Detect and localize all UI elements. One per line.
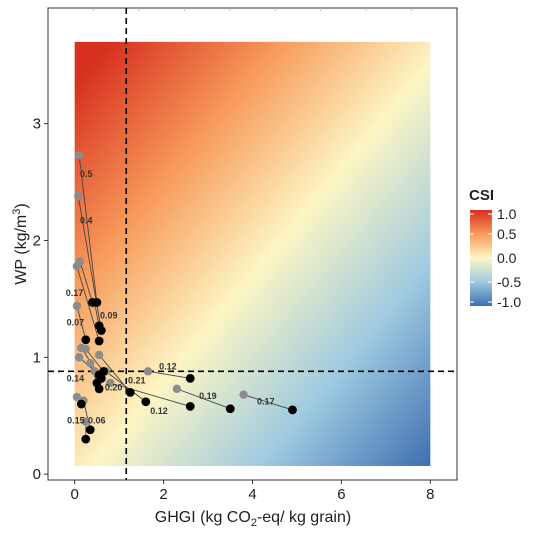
point-end xyxy=(94,321,104,331)
point-end xyxy=(288,405,297,415)
x-tick-label: 2 xyxy=(159,486,167,503)
point-end xyxy=(125,387,135,397)
x-tick-label: 0 xyxy=(71,486,79,503)
y-tick-label: 1 xyxy=(33,349,41,366)
pair-segment xyxy=(147,370,191,379)
pair-label: 0.5 xyxy=(80,169,93,179)
legend-label: 0.5 xyxy=(497,226,517,242)
point-start xyxy=(72,301,82,311)
pair-labels: 0.5 0.4 0.17 0.07 0.09 0.14 0.20 0.21 0.12 0.12 0.… xyxy=(66,169,275,426)
x-tick-label: 6 xyxy=(337,486,345,503)
point-start xyxy=(143,367,153,376)
pair-label: 0.17 xyxy=(66,288,84,298)
pair-label: 0.14 xyxy=(67,373,85,383)
x-tick-label: 8 xyxy=(426,486,434,503)
point-start xyxy=(81,344,90,354)
legend-label: -1.0 xyxy=(497,294,521,310)
point-end xyxy=(99,366,108,376)
point-start xyxy=(81,417,90,426)
x-axis-label-main: GHGI (kg CO xyxy=(155,509,251,526)
y-axis-label-superscript: 3 xyxy=(11,209,23,215)
point-end xyxy=(88,298,97,307)
x-axis-label-rest: -eq/ kg grain) xyxy=(257,509,351,526)
legend-label: -0.5 xyxy=(497,274,521,290)
x-axis-label: GHGI (kg CO2-eq/ kg grain) xyxy=(155,509,351,529)
x-axis-label-subscript: 2 xyxy=(251,517,257,529)
point-end xyxy=(185,373,195,383)
point-end xyxy=(185,401,195,411)
point-start xyxy=(72,261,82,271)
y-axis-label-main: WP (kg/m xyxy=(13,215,30,285)
pair-segment xyxy=(176,388,231,410)
legend-colorbar xyxy=(470,210,492,306)
reference-lines xyxy=(48,8,457,480)
pair-label: 0.07 xyxy=(67,317,85,327)
pair-label: 0.12 xyxy=(150,406,168,416)
point-end xyxy=(85,425,95,435)
point-start xyxy=(106,378,115,388)
point-end xyxy=(141,397,151,407)
pair-label: 0.06 xyxy=(88,415,106,425)
legend: CSI 1.0 0.5 0.0 -0.5 -1.0 xyxy=(469,187,521,310)
y-tick-label: 2 xyxy=(33,232,41,249)
pair-segment xyxy=(110,382,191,407)
y-axis: 0 1 2 3 xyxy=(33,116,48,483)
y-tick-label: 0 xyxy=(33,466,41,483)
pair-label: 0.19 xyxy=(199,391,217,401)
point-end xyxy=(94,384,104,394)
point-start xyxy=(74,191,83,201)
point-start xyxy=(74,151,84,160)
y-axis-label: WP (kg/m3) xyxy=(11,203,30,284)
point-end xyxy=(94,336,104,346)
pair-segment xyxy=(77,196,102,331)
pair-label: 0.21 xyxy=(128,376,146,386)
point-end xyxy=(81,434,91,444)
pair-label: 0.15 xyxy=(67,415,85,425)
point-start xyxy=(74,353,84,362)
pair-label: 0.20 xyxy=(105,383,123,393)
top-edge-ticks xyxy=(92,8,413,11)
y-axis-label-close: ) xyxy=(13,203,30,208)
pair-label: 0.4 xyxy=(80,216,93,226)
point-start xyxy=(72,392,82,402)
x-axis: 0 2 4 6 8 xyxy=(71,480,434,503)
pair-segment xyxy=(76,305,87,340)
pair-label: 0.09 xyxy=(100,310,118,320)
point-end xyxy=(225,404,235,414)
y-tick-label: 3 xyxy=(33,116,41,133)
legend-label: 1.0 xyxy=(497,206,517,222)
point-start xyxy=(94,350,104,360)
pair-segment xyxy=(78,155,98,303)
csi-gradient-background xyxy=(74,41,431,466)
pair-segment xyxy=(85,348,104,372)
legend-label: 0.0 xyxy=(497,250,517,266)
pair-segment xyxy=(243,394,293,411)
point-start xyxy=(172,384,182,394)
pair-segment xyxy=(76,266,100,342)
pair-segment xyxy=(79,261,93,303)
pair-label: 0.12 xyxy=(159,362,177,372)
pair-segment xyxy=(105,370,147,403)
legend-title: CSI xyxy=(469,187,494,204)
x-tick-label: 4 xyxy=(248,486,256,503)
point-end xyxy=(76,399,86,409)
legend-ticks: 1.0 0.5 0.0 -0.5 -1.0 xyxy=(470,206,521,310)
plot-area: 0.5 0.4 0.17 0.07 0.09 0.14 0.20 0.21 0.12 0.12 0.… xyxy=(47,7,458,481)
point-start xyxy=(86,358,95,368)
data-points xyxy=(72,151,297,444)
pair-label: 0.17 xyxy=(257,397,275,407)
point-start xyxy=(239,390,248,399)
point-end xyxy=(81,335,91,345)
